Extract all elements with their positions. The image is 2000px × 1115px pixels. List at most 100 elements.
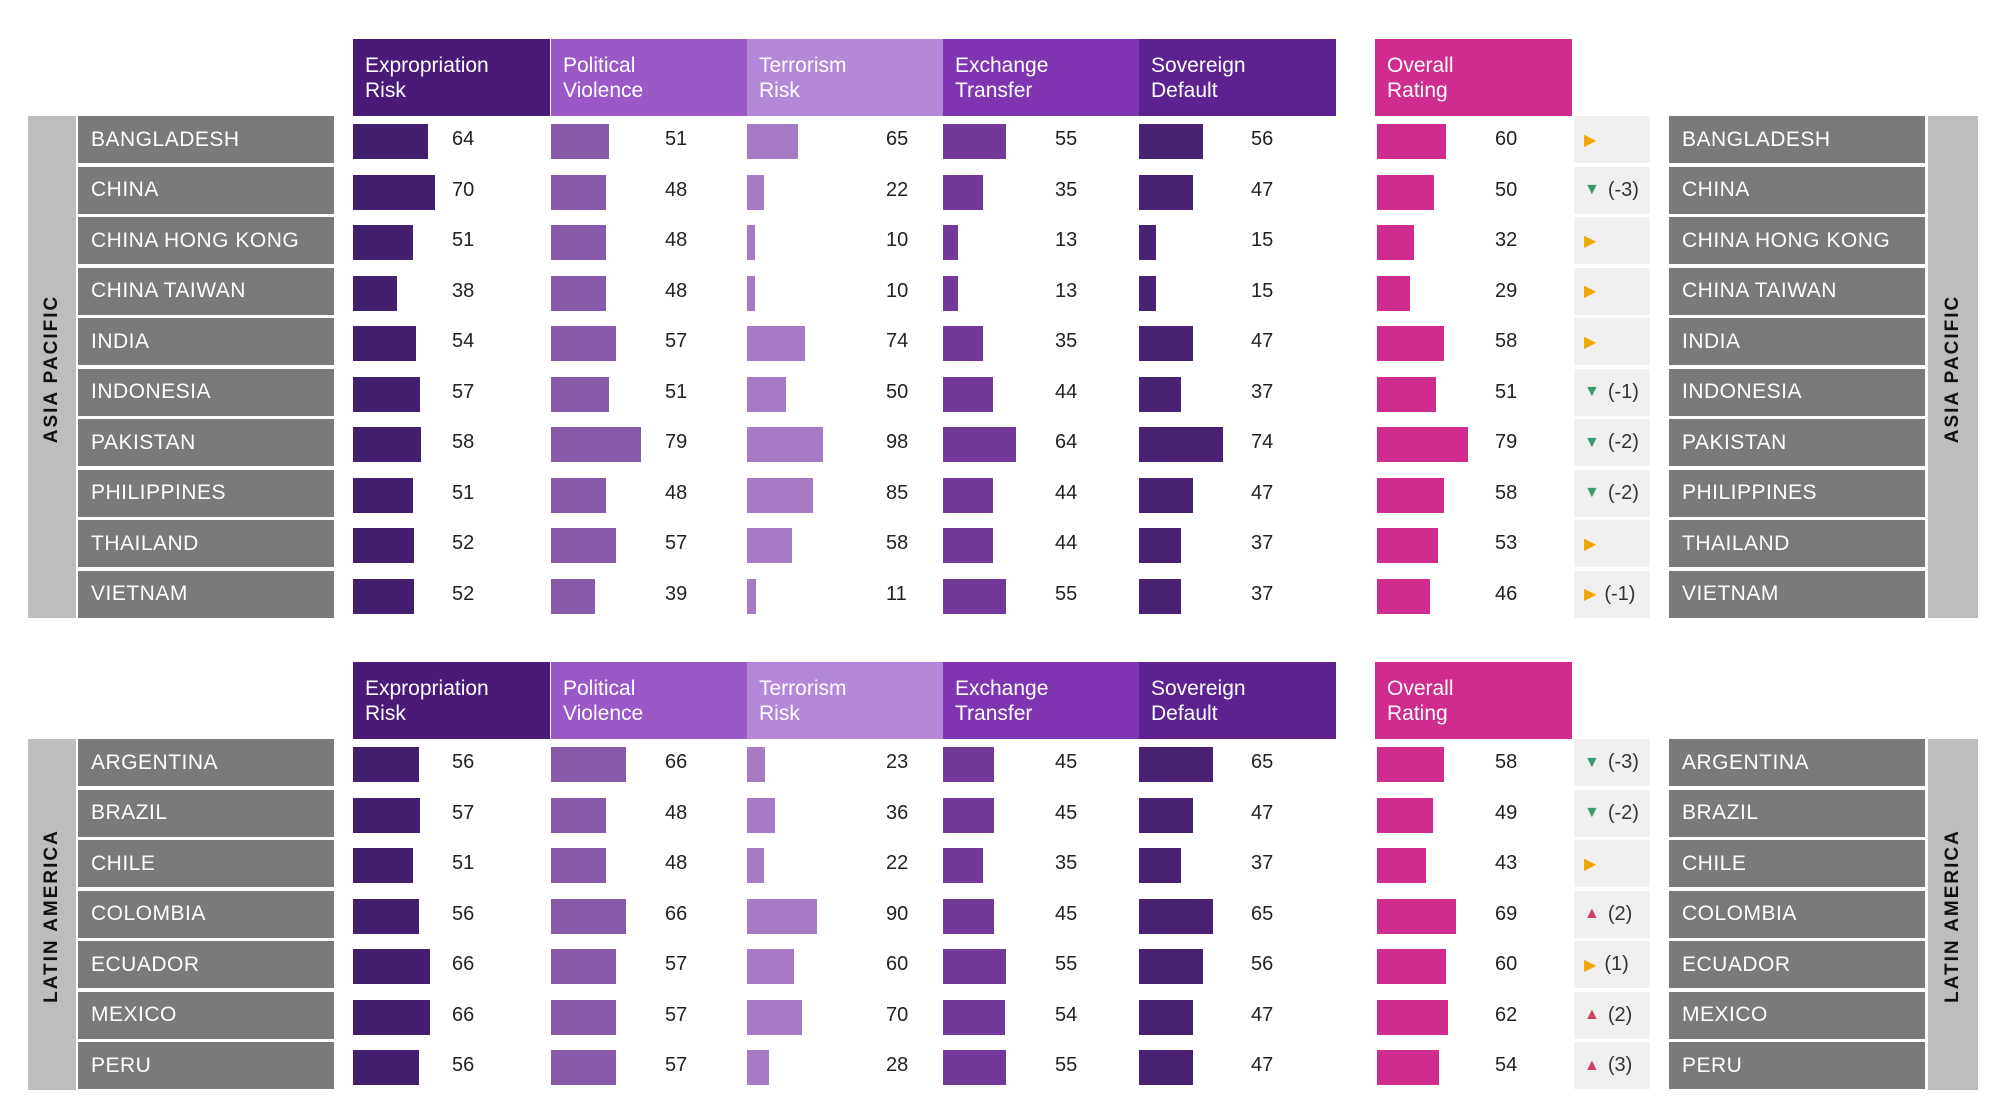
change-value: (-2) <box>1607 481 1639 504</box>
value-label: 55 <box>1055 582 1078 605</box>
bar-exchange-transfer <box>943 949 1006 984</box>
header-exchange: Exchange Transfer <box>943 39 1139 116</box>
value-label: 43 <box>1495 852 1518 874</box>
bar-overall-rating <box>1377 275 1410 311</box>
value-label: 51 <box>665 380 688 403</box>
country-label-right: PERU <box>1669 1042 1925 1089</box>
bar-expropriation-risk <box>353 275 397 311</box>
value-label: 37 <box>1251 380 1274 403</box>
country-label: CHINA TAIWAN <box>78 267 334 315</box>
value-label: 55 <box>1055 1054 1078 1076</box>
value-label: 98 <box>886 431 909 453</box>
bar-political-violence <box>551 528 616 563</box>
rating-change: ▶ <box>1574 520 1650 567</box>
header-terrorism: Terrorism Risk <box>747 39 943 116</box>
triangle-up-icon: ▲ <box>1584 1056 1600 1074</box>
country-label: COLOMBIA <box>78 890 334 938</box>
value-label: 44 <box>1055 481 1078 504</box>
country-label-right: THAILAND <box>1669 520 1925 567</box>
value-label: 28 <box>886 1054 909 1076</box>
value-label: 37 <box>1251 582 1274 605</box>
rating-change: ▲ (2) <box>1574 890 1650 938</box>
bar-terrorism-risk <box>747 124 798 159</box>
region-bar-right <box>1928 116 1978 618</box>
bar-sovereign-default <box>1139 848 1181 883</box>
value-label: 49 <box>1495 801 1518 824</box>
value-label: 15 <box>1251 229 1274 251</box>
bar-expropriation-risk <box>353 477 413 513</box>
bar-overall-rating <box>1377 174 1434 210</box>
header-political: Political Violence <box>551 662 747 739</box>
bar-terrorism-risk <box>747 528 792 563</box>
value-label: 13 <box>1055 279 1078 302</box>
bar-expropriation-risk <box>353 376 420 412</box>
triangle-right-icon: ▶ <box>1584 333 1597 351</box>
bar-overall-rating <box>1377 427 1468 462</box>
country-label-right: CHINA TAIWAN <box>1669 267 1925 315</box>
triangle-down-icon: ▼ <box>1584 383 1600 400</box>
change-value: (2) <box>1607 902 1633 925</box>
country-label: ECUADOR <box>78 941 334 988</box>
bar-exchange-transfer <box>943 326 983 361</box>
value-label: 58 <box>1495 481 1518 504</box>
value-label: 51 <box>452 481 475 504</box>
header-line-2: Violence <box>563 79 644 102</box>
value-label: 65 <box>886 128 909 150</box>
value-label: 52 <box>452 582 475 605</box>
value-label: 51 <box>1495 380 1518 403</box>
bar-sovereign-default <box>1139 477 1193 513</box>
rating-change: ▶ (-1) <box>1574 570 1650 618</box>
value-label: 69 <box>1495 902 1518 925</box>
rating-change: ▲ (3) <box>1574 1042 1650 1089</box>
value-label: 11 <box>886 582 907 605</box>
value-label: 38 <box>452 279 475 302</box>
value-label: 51 <box>452 852 475 874</box>
header-line-2: Transfer <box>955 79 1033 102</box>
bar-terrorism-risk <box>747 999 802 1035</box>
value-label: 50 <box>886 380 909 403</box>
value-label: 35 <box>1055 178 1078 201</box>
bar-terrorism-risk <box>747 477 813 513</box>
value-label: 35 <box>1055 852 1078 874</box>
bar-overall-rating <box>1377 797 1433 833</box>
bar-sovereign-default <box>1139 326 1193 361</box>
country-label-right: PAKISTAN <box>1669 419 1925 466</box>
rating-change: ▼ (-2) <box>1574 469 1650 517</box>
country-label-right: VIETNAM <box>1669 570 1925 618</box>
triangle-down-icon: ▼ <box>1584 433 1600 451</box>
bar-overall-rating <box>1377 124 1446 159</box>
country-label: PERU <box>78 1042 334 1089</box>
value-label: 70 <box>452 178 475 201</box>
value-label: 79 <box>665 431 688 453</box>
header-line-1: Terrorism <box>759 677 847 700</box>
value-label: 57 <box>665 953 688 975</box>
header-line-2: Default <box>1151 79 1218 102</box>
change-value: (-2) <box>1607 801 1639 824</box>
header-line-1: Overall <box>1387 54 1454 77</box>
value-label: 74 <box>1251 431 1274 453</box>
value-label: 45 <box>1055 751 1078 773</box>
change-value: (-2) <box>1607 431 1639 453</box>
bar-exchange-transfer <box>943 225 958 260</box>
bar-terrorism-risk <box>747 797 775 833</box>
triangle-down-icon: ▼ <box>1584 181 1600 198</box>
bar-sovereign-default <box>1139 174 1193 210</box>
bar-sovereign-default <box>1139 124 1203 159</box>
value-label: 45 <box>1055 801 1078 824</box>
value-label: 65 <box>1251 902 1274 925</box>
header-line-1: Expropriation <box>365 54 489 77</box>
value-label: 56 <box>1251 128 1274 150</box>
bar-overall-rating <box>1377 578 1430 614</box>
header-line-2: Transfer <box>955 702 1033 725</box>
country-label: THAILAND <box>78 520 334 567</box>
value-label: 60 <box>886 953 909 975</box>
country-label: INDONESIA <box>78 368 334 416</box>
bar-political-violence <box>551 747 626 782</box>
triangle-right-icon: ▶ <box>1584 956 1597 974</box>
country-label-right: INDIA <box>1669 318 1925 365</box>
value-label: 47 <box>1251 481 1274 504</box>
bar-political-violence <box>551 1050 616 1085</box>
country-label-right: ECUADOR <box>1669 941 1925 988</box>
header-expropriation: Expropriation Risk <box>353 39 550 116</box>
value-label: 58 <box>1495 330 1518 352</box>
